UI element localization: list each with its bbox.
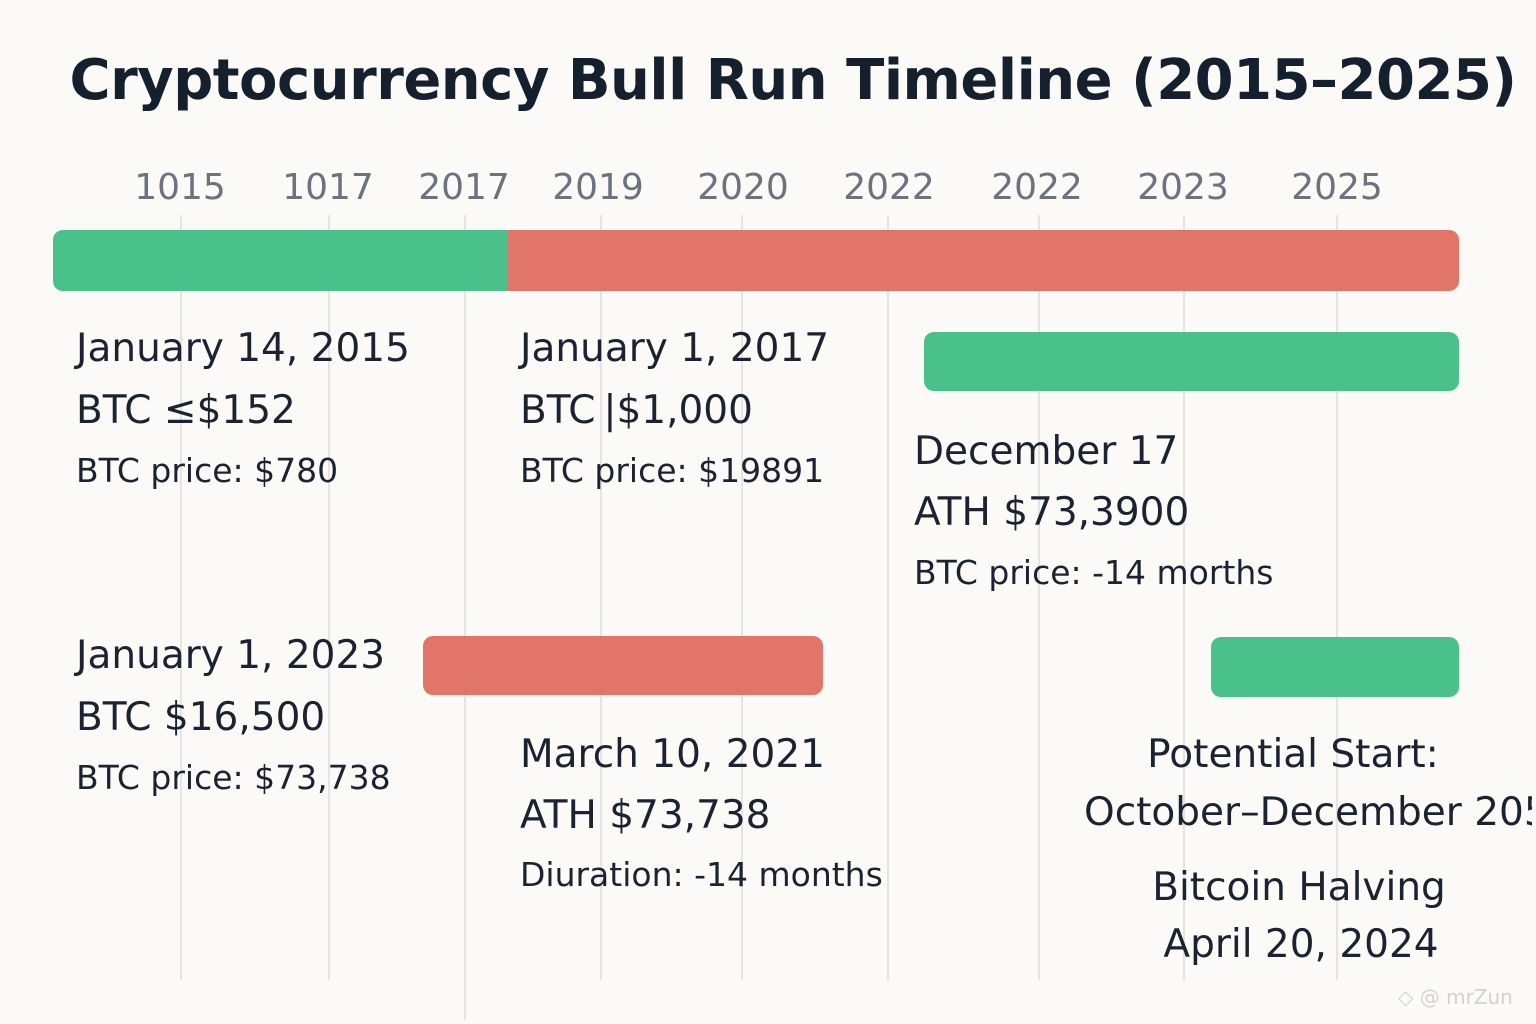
timeline-bear-segment <box>508 230 1459 291</box>
event-ath-value: ATH $73,738 <box>520 793 771 838</box>
axis-tick-label: 2022 <box>991 167 1083 208</box>
axis-tick-label: 2019 <box>552 167 644 208</box>
gridline <box>180 215 182 980</box>
axis-tick-label: 1017 <box>282 167 374 208</box>
event-btc-price: BTC price: -14 morths <box>914 553 1274 592</box>
gridline <box>1336 215 1338 980</box>
event-btc-price: BTC price: $780 <box>76 451 339 490</box>
event-ath-value: ATH $73,3900 <box>914 490 1190 535</box>
potential-bull-bar <box>1211 637 1459 697</box>
axis-tick-label: 2023 <box>1137 167 1229 208</box>
axis-tick-label: 2017 <box>418 167 510 208</box>
axis-tick-label: 2025 <box>1291 167 1383 208</box>
event-date: January 14, 2015 <box>76 326 410 371</box>
gridline <box>1038 215 1040 980</box>
gridline <box>464 215 466 1020</box>
event-btc-price: BTC price: $73,738 <box>76 758 391 797</box>
potential-start-range: October–December 205 <box>1084 790 1532 835</box>
event-btc-value: BTC $16,500 <box>76 695 326 740</box>
gridline <box>887 215 889 980</box>
bull-run-bar <box>924 332 1459 391</box>
event-btc-value: BTC ≤$152 <box>76 388 296 433</box>
event-duration: Diuration: -14 months <box>520 855 883 894</box>
axis-tick-label: 2022 <box>843 167 935 208</box>
event-btc-value: BTC |$1,000 <box>520 388 753 433</box>
event-btc-price: BTC price: $19891 <box>520 451 825 490</box>
bear-market-bar <box>423 636 823 695</box>
gridline <box>600 215 602 980</box>
axis-tick-label: 1015 <box>134 167 226 208</box>
watermark: ◇ @ mrZun <box>1398 985 1513 1009</box>
event-date: December 17 <box>914 429 1179 474</box>
gridline <box>1183 215 1185 980</box>
timeline-bull-segment <box>53 230 523 291</box>
potential-start-label: Potential Start: <box>1147 732 1439 777</box>
gridline <box>328 215 330 980</box>
page-title: Cryptocurrency Bull Run Timeline (2015–2… <box>69 48 1517 113</box>
event-date: March 10, 2021 <box>520 732 825 777</box>
gridline <box>741 215 743 980</box>
event-date: January 1, 2023 <box>76 633 386 678</box>
halving-label: Bitcoin Halving <box>1152 865 1446 910</box>
halving-date: April 20, 2024 <box>1163 922 1439 967</box>
axis-tick-label: 2020 <box>697 167 789 208</box>
event-date: January 1, 2017 <box>520 326 830 371</box>
